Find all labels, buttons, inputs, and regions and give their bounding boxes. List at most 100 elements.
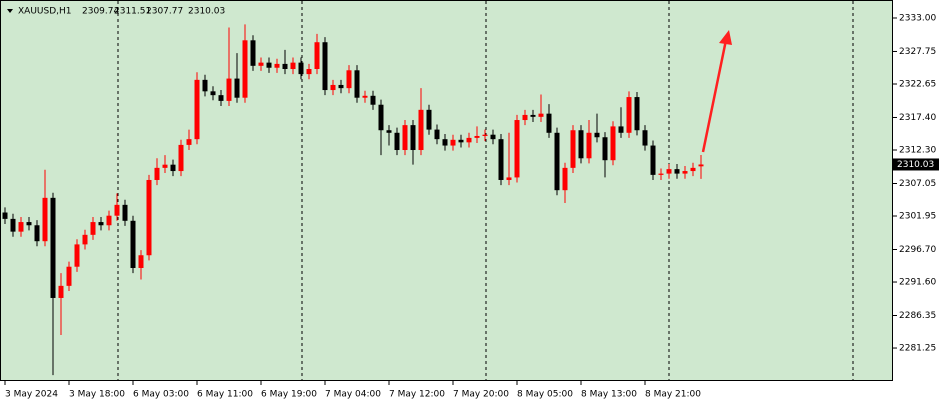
candle-body <box>34 225 40 242</box>
candle-body <box>18 222 24 232</box>
y-tick-label: 2312.30 <box>899 146 936 156</box>
header-open: 2309.74 <box>82 7 119 17</box>
header-close: 2310.03 <box>188 7 225 17</box>
candle-body <box>122 204 128 221</box>
symbol: XAUUSD,H1 <box>18 7 72 17</box>
candle-body <box>258 62 264 66</box>
candle-body <box>410 125 416 151</box>
candle-body <box>178 144 184 172</box>
x-tick-label: 7 May 20:00 <box>453 390 509 400</box>
header-low: 2307.77 <box>146 7 183 17</box>
y-tick-label: 2307.05 <box>899 179 936 189</box>
candle-body <box>482 134 488 136</box>
x-tick-label: 6 May 03:00 <box>133 390 189 400</box>
candle-body <box>402 125 408 151</box>
candle-body <box>506 177 512 180</box>
candle-body <box>530 114 536 117</box>
candle-body <box>642 130 648 146</box>
candle-body <box>82 234 88 245</box>
candle-body <box>50 197 56 298</box>
candle-body <box>426 109 432 130</box>
candles <box>2 24 704 376</box>
x-tick-label: 8 May 13:00 <box>581 390 637 400</box>
candle-body <box>234 78 240 98</box>
candle-body <box>418 109 424 151</box>
candle-body <box>498 139 504 180</box>
candle-body <box>538 113 544 117</box>
price-tag-label: 2310.03 <box>897 160 934 170</box>
candle-body <box>226 78 232 101</box>
candle-body <box>674 169 680 174</box>
candle-body <box>514 120 520 178</box>
candle-body <box>442 139 448 146</box>
x-tick-label: 3 May 18:00 <box>69 390 125 400</box>
plot-area <box>0 0 893 381</box>
candle-body <box>306 69 312 75</box>
candle-body <box>378 104 384 131</box>
candle-body <box>186 139 192 145</box>
candle-body <box>474 135 480 138</box>
candle-body <box>314 42 320 70</box>
x-tick-label: 6 May 11:00 <box>197 390 253 400</box>
y-tick-label: 2317.40 <box>899 113 936 123</box>
candle-body <box>42 197 48 242</box>
menu-triangle <box>7 9 13 13</box>
candle-body <box>578 130 584 159</box>
candle-body <box>546 113 552 133</box>
candle-body <box>354 70 360 98</box>
candle-body <box>58 285 64 298</box>
candle-body <box>338 84 344 89</box>
candle-body <box>658 173 664 175</box>
candle-body <box>434 129 440 140</box>
candle-body <box>346 70 352 89</box>
candle-body <box>274 63 280 68</box>
candle-body <box>586 132 592 159</box>
candle-body <box>10 218 16 232</box>
candle-body <box>210 91 216 96</box>
candle-body <box>66 266 72 286</box>
x-tick-label: 3 May 2024 <box>5 390 58 400</box>
candle-body <box>130 220 136 268</box>
candle-body <box>114 204 120 216</box>
candle-body <box>266 62 272 68</box>
candle-body <box>650 145 656 175</box>
candle-body <box>2 212 8 219</box>
candle-body <box>570 130 576 168</box>
candle-body <box>466 137 472 143</box>
candle-body <box>690 167 696 172</box>
candle-body <box>386 130 392 133</box>
y-tick-label: 2333.00 <box>899 13 936 23</box>
candle-body <box>626 97 632 133</box>
candle-body <box>330 84 336 91</box>
candle-body <box>698 164 704 167</box>
candle-body <box>610 126 616 161</box>
candle-body <box>282 63 288 70</box>
x-tick-label: 7 May 04:00 <box>325 390 381 400</box>
candle-body <box>218 95 224 101</box>
x-tick-label: 8 May 21:00 <box>645 390 701 400</box>
candle-body <box>194 79 200 140</box>
candle-body <box>298 62 304 75</box>
candle-body <box>682 171 688 174</box>
candle-body <box>458 139 464 143</box>
candle-body <box>162 164 168 168</box>
y-tick-label: 2281.25 <box>899 344 936 354</box>
arrow-line <box>701 39 728 153</box>
x-tick-label: 8 May 05:00 <box>517 390 573 400</box>
candle-body <box>322 42 328 91</box>
y-tick-label: 2286.35 <box>899 311 936 321</box>
candle-body <box>90 222 96 235</box>
candle-body <box>138 255 144 268</box>
x-tick-label: 7 May 12:00 <box>389 390 445 400</box>
candle-body <box>146 179 152 256</box>
price-tag <box>893 158 939 171</box>
candle-body <box>98 222 104 226</box>
candle-body <box>618 126 624 133</box>
candle-body <box>202 79 208 92</box>
candle-body <box>26 222 32 226</box>
candle-body <box>522 114 528 121</box>
candle-body <box>250 40 256 66</box>
y-tick-label: 2301.95 <box>899 212 936 222</box>
candle-body <box>554 132 560 191</box>
